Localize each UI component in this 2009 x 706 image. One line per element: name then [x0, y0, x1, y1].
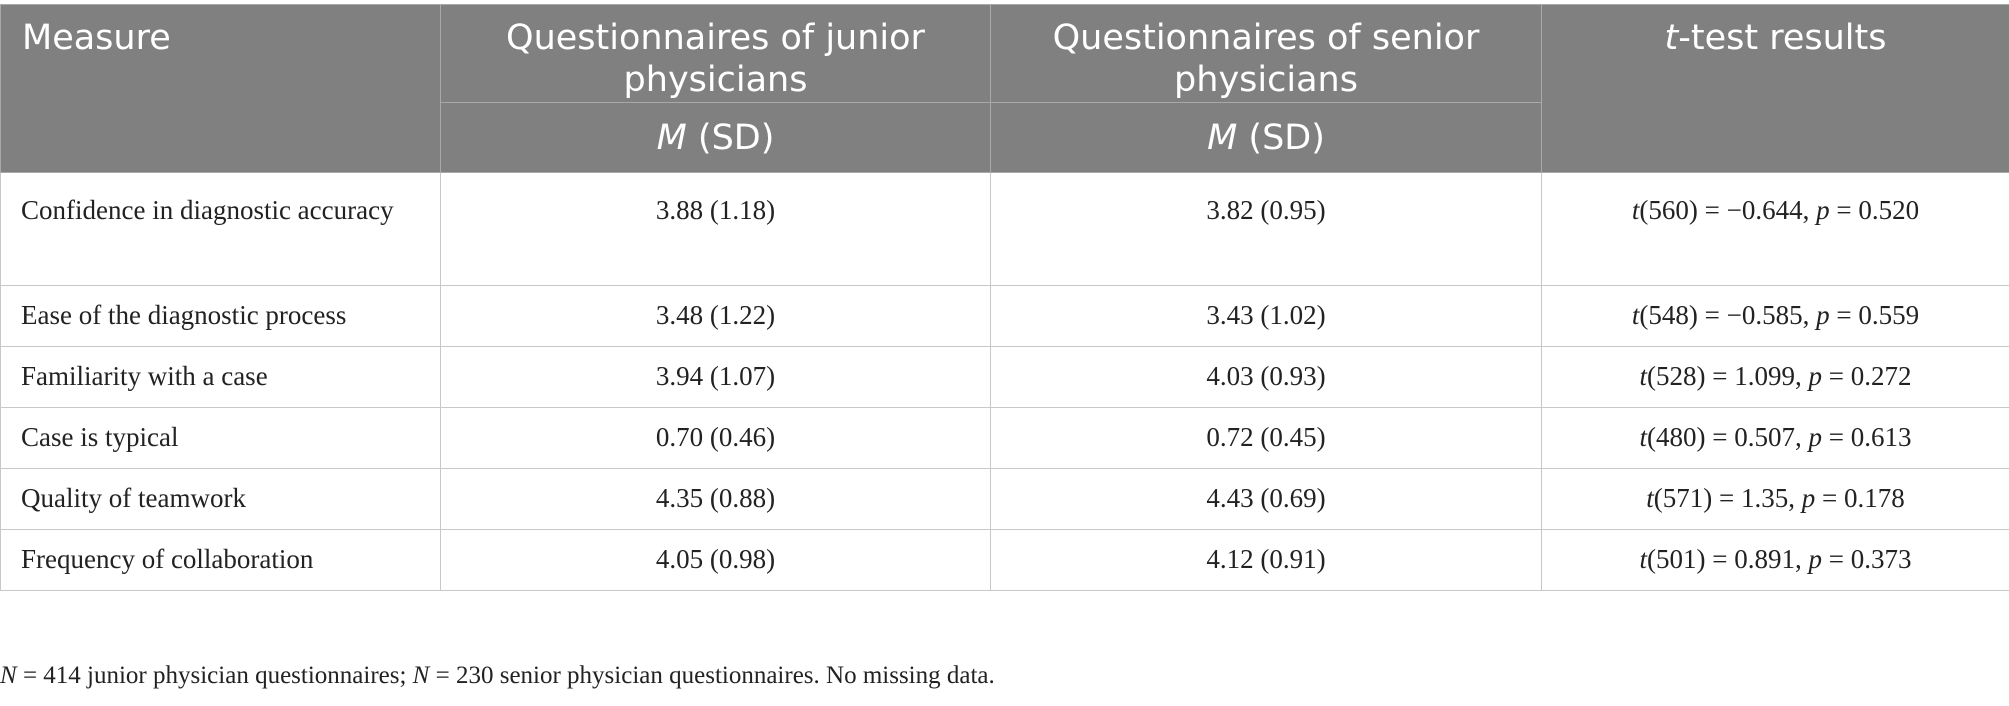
results-table: Measure Questionnaires of junior physici… — [0, 4, 2009, 591]
cell-p-value: = 0.178 — [1815, 483, 1905, 513]
cell-t-df: (571) = 1.35, — [1653, 483, 1802, 513]
cell-senior: 0.72 (0.45) — [990, 407, 1542, 469]
header-measure: Measure — [0, 4, 441, 173]
cell-senior: 4.43 (0.69) — [990, 468, 1542, 530]
footnote-n2: N — [412, 662, 430, 689]
cell-p-symbol: p — [1808, 544, 1823, 574]
cell-t-df: (528) = 1.099, — [1647, 361, 1809, 391]
footnote-n1: N — [0, 662, 17, 689]
subheader-junior-stat: M (SD) — [440, 102, 991, 173]
cell-measure: Familiarity with a case — [0, 346, 441, 408]
cell-measure: Quality of teamwork — [0, 468, 441, 530]
table-body: Confidence in diagnostic accuracy 3.88 (1… — [0, 172, 2009, 591]
cell-t-df: (560) = −0.644, — [1639, 195, 1817, 225]
cell-p-symbol: p — [1816, 195, 1830, 225]
cell-t-symbol: t — [1639, 544, 1648, 574]
table-row: Frequency of collaboration 4.05 (0.98) 4.1… — [0, 529, 2009, 591]
table-footnote: N = 414 junior physician questionnaires;… — [0, 662, 2009, 690]
table-row: Quality of teamwork 4.35 (0.88) 4.43 (0.69… — [0, 468, 2009, 530]
cell-junior: 3.48 (1.22) — [440, 285, 991, 347]
cell-p-symbol: p — [1801, 483, 1816, 513]
cell-t-df: (548) = −0.585, — [1639, 300, 1817, 330]
header-junior: Questionnaires of junior physicians — [440, 4, 991, 103]
cell-p-value: = 0.613 — [1822, 422, 1912, 452]
subheader-junior-m: M — [656, 118, 687, 158]
table-row: Confidence in diagnostic accuracy 3.88 (1… — [0, 172, 2009, 286]
table-row: Familiarity with a case 3.94 (1.07) 4.03 (… — [0, 346, 2009, 408]
cell-t-df: (501) = 0.891, — [1647, 544, 1809, 574]
cell-p-symbol: p — [1808, 361, 1823, 391]
cell-measure: Confidence in diagnostic accuracy — [0, 172, 441, 286]
footnote-part2: = 230 senior physician questionnaires. N… — [429, 662, 995, 689]
cell-t-symbol: t — [1639, 361, 1648, 391]
cell-measure: Ease of the diagnostic process — [0, 285, 441, 347]
cell-measure: Case is typical — [0, 407, 441, 469]
cell-p-symbol: p — [1816, 300, 1830, 330]
cell-t-symbol: t — [1646, 483, 1654, 513]
cell-junior: 4.05 (0.98) — [440, 529, 991, 591]
cell-ttest: t(560) = −0.644, p = 0.520 — [1541, 172, 2009, 286]
cell-junior: 4.35 (0.88) — [440, 468, 991, 530]
cell-p-symbol: p — [1808, 422, 1823, 452]
cell-senior: 3.43 (1.02) — [990, 285, 1542, 347]
header-ttest-rest: -test results — [1678, 18, 1887, 58]
subheader-senior-stat: M (SD) — [990, 102, 1542, 173]
header-senior: Questionnaires of senior physicians — [990, 4, 1542, 103]
cell-t-df: (480) = 0.507, — [1647, 422, 1809, 452]
cell-junior: 3.94 (1.07) — [440, 346, 991, 408]
cell-ttest: t(528) = 1.099, p = 0.272 — [1541, 346, 2009, 408]
header-ttest: t-test results — [1541, 4, 2009, 173]
cell-ttest: t(480) = 0.507, p = 0.613 — [1541, 407, 2009, 469]
table-row: Ease of the diagnostic process 3.48 (1.22… — [0, 285, 2009, 347]
subheader-row: M (SD) M (SD) — [1, 102, 2009, 173]
header-row: Measure Questionnaires of junior physici… — [0, 4, 2009, 173]
cell-p-value: = 0.520 — [1829, 195, 1920, 225]
cell-p-value: = 0.272 — [1822, 361, 1912, 391]
cell-t-symbol: t — [1631, 195, 1640, 225]
cell-measure: Frequency of collaboration — [0, 529, 441, 591]
cell-junior: 0.70 (0.46) — [440, 407, 991, 469]
cell-senior: 3.82 (0.95) — [990, 172, 1542, 286]
subheader-senior-m: M — [1207, 118, 1238, 158]
cell-junior: 3.88 (1.18) — [440, 172, 991, 286]
cell-t-symbol: t — [1639, 422, 1648, 452]
cell-senior: 4.12 (0.91) — [990, 529, 1542, 591]
footnote-part1: = 414 junior physician questionnaires; — [16, 662, 413, 689]
subheader-senior-sd: (SD) — [1237, 118, 1325, 158]
cell-ttest: t(548) = −0.585, p = 0.559 — [1541, 285, 2009, 347]
cell-ttest: t(571) = 1.35, p = 0.178 — [1541, 468, 2009, 530]
cell-senior: 4.03 (0.93) — [990, 346, 1542, 408]
table-header: Measure Questionnaires of junior physici… — [0, 4, 2009, 173]
header-ttest-t: t — [1664, 18, 1679, 58]
cell-t-symbol: t — [1631, 300, 1640, 330]
cell-p-value: = 0.559 — [1829, 300, 1920, 330]
cell-p-value: = 0.373 — [1822, 544, 1912, 574]
subheader-junior-sd: (SD) — [686, 118, 775, 158]
table-row: Case is typical 0.70 (0.46) 0.72 (0.45) t(4… — [0, 407, 2009, 469]
cell-ttest: t(501) = 0.891, p = 0.373 — [1541, 529, 2009, 591]
